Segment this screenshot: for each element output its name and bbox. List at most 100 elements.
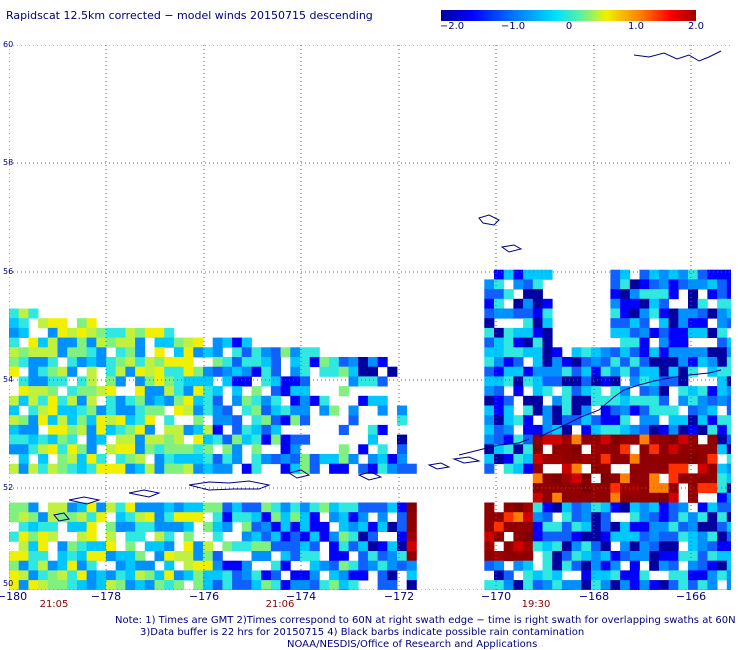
wind-cell [688, 357, 699, 368]
wind-cell [154, 531, 165, 542]
wind-cell [241, 376, 252, 387]
wind-cell [47, 521, 58, 532]
lat-label-54: 54 [3, 375, 14, 384]
wind-cell [154, 502, 165, 513]
wind-cell [47, 502, 58, 513]
wind-cell [688, 347, 699, 358]
wind-cell [76, 337, 87, 348]
wind-cell [18, 541, 29, 552]
wind-cell [397, 454, 408, 465]
wind-cell [610, 347, 621, 358]
wind-cell [561, 366, 572, 377]
wind-cell [639, 298, 650, 309]
wind-cell [367, 434, 378, 445]
wind-cell [503, 308, 514, 319]
wind-cell [387, 502, 398, 513]
wind-cell [222, 580, 233, 590]
wind-cell [571, 415, 582, 426]
wind-cell [494, 308, 505, 319]
wind-cell [212, 551, 223, 562]
wind-cell [57, 580, 68, 590]
wind-cell [571, 463, 582, 474]
lon-label-180: −180 [0, 590, 28, 603]
wind-cell [164, 531, 175, 542]
wind-cell [290, 386, 301, 397]
wind-cell [542, 405, 553, 416]
wind-cell [270, 415, 281, 426]
wind-cell [358, 560, 369, 571]
wind-cell [164, 521, 175, 532]
wind-cell [513, 415, 524, 426]
wind-cell [57, 347, 68, 358]
wind-cell [270, 570, 281, 581]
wind-cell [629, 492, 640, 503]
wind-cell [86, 415, 97, 426]
wind-cell [561, 434, 572, 445]
wind-cell [688, 424, 699, 435]
wind-cell [513, 386, 524, 397]
wind-cell [9, 308, 20, 319]
wind-cell [523, 454, 534, 465]
wind-cell [28, 531, 39, 542]
wind-cell [9, 512, 20, 523]
wind-cell [367, 376, 378, 387]
wind-cell [610, 298, 621, 309]
wind-cell [144, 357, 155, 368]
wind-cell [639, 386, 650, 397]
wind-cell [193, 347, 204, 358]
wind-cell [707, 386, 718, 397]
wind-cell [678, 551, 689, 562]
wind-cell [135, 521, 146, 532]
wind-cell [270, 434, 281, 445]
wind-cell [144, 580, 155, 590]
wind-cell [484, 424, 495, 435]
wind-cell [348, 521, 359, 532]
wind-cell [280, 444, 291, 455]
wind-cell [47, 434, 58, 445]
wind-cell [38, 395, 49, 406]
wind-cell [610, 434, 621, 445]
wind-cell [649, 298, 660, 309]
wind-cell [406, 580, 417, 590]
wind-cell [377, 512, 388, 523]
wind-cell [561, 502, 572, 513]
wind-cell [367, 454, 378, 465]
wind-cell [67, 560, 78, 571]
wind-cell [251, 357, 262, 368]
wind-cell [222, 337, 233, 348]
wind-cell [135, 560, 146, 571]
wind-cell [639, 289, 650, 300]
wind-cell [377, 560, 388, 571]
wind-cell [270, 405, 281, 416]
wind-cell [649, 492, 660, 503]
wind-cell [406, 521, 417, 532]
wind-cell [542, 386, 553, 397]
wind-cell [309, 560, 320, 571]
wind-cell [173, 444, 184, 455]
wind-cell [144, 444, 155, 455]
wind-cell [561, 541, 572, 552]
wind-cell [358, 521, 369, 532]
wind-cell [115, 512, 126, 523]
wind-cell [629, 366, 640, 377]
wind-cell [222, 444, 233, 455]
wind-cell [86, 502, 97, 513]
wind-cell [513, 434, 524, 445]
wind-cell [241, 560, 252, 571]
wind-cell [629, 560, 640, 571]
wind-cell [193, 551, 204, 562]
note-line-2: 3)Data buffer is 22 hrs for 20150715 4) … [140, 627, 585, 638]
wind-cell [697, 395, 708, 406]
wind-cell [38, 318, 49, 329]
wind-cell [251, 405, 262, 416]
wind-cell [67, 570, 78, 581]
wind-cell [513, 366, 524, 377]
wind-cell [106, 424, 117, 435]
wind-cell [707, 395, 718, 406]
wind-cell [261, 580, 272, 590]
wind-cell [47, 560, 58, 571]
wind-cell [523, 327, 534, 338]
wind-cell [348, 512, 359, 523]
wind-cell [688, 473, 699, 484]
wind-cell [261, 531, 272, 542]
